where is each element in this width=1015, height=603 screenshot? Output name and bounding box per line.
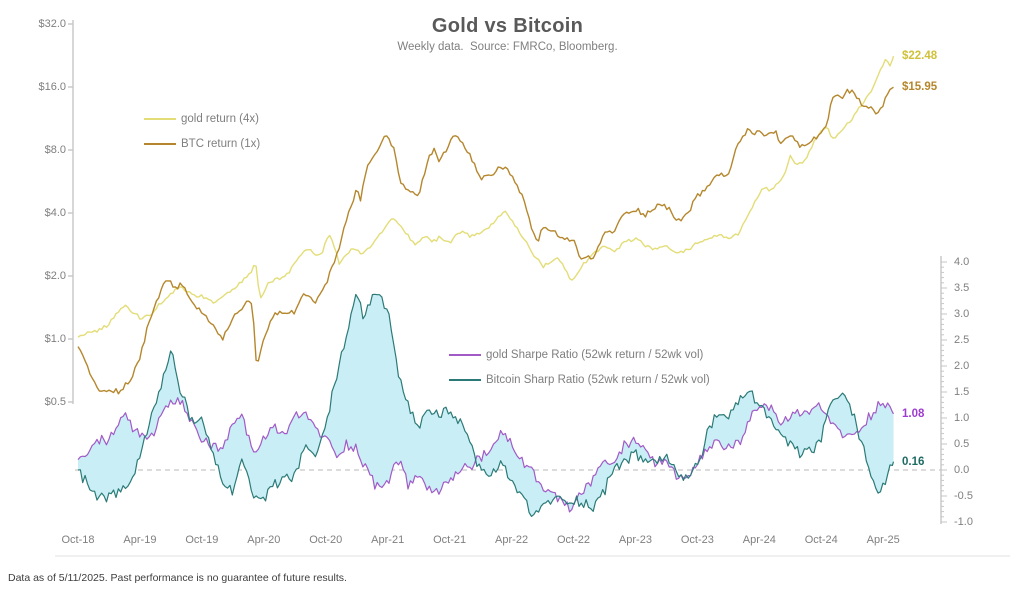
btc-return-end-value-label: $15.95 <box>902 81 938 94</box>
legend-label: BTC return (1x) <box>181 137 261 150</box>
legend-label: gold return (4x) <box>181 112 259 125</box>
y-axis-left-tick: $2.0 <box>44 270 66 282</box>
legend-item-btc-return: BTC return (1x) <box>144 131 260 156</box>
chart-subtitle: Weekly data. Source: FMRCo, Bloomberg. <box>397 41 618 53</box>
chart-title: Gold vs Bitcoin <box>431 15 584 37</box>
x-axis-tick: Apr-19 <box>123 534 157 546</box>
y-axis-left-tick: $0.5 <box>44 396 66 408</box>
y-axis-right-tick: 1.0 <box>954 412 970 424</box>
y-axis-left-tick: $16.0 <box>38 81 66 93</box>
x-axis-tick: Apr-20 <box>247 534 281 546</box>
legend-label: gold Sharpe Ratio (52wk return / 52wk vo… <box>486 348 704 361</box>
gold-return-end-value-label: $22.48 <box>902 50 938 63</box>
x-axis-tick: Apr-23 <box>618 534 652 546</box>
y-axis-right-tick: 0.5 <box>954 438 970 450</box>
legend-item-bitcoin-sharpe: Bitcoin Sharp Ratio (52wk return / 52wk … <box>449 367 710 392</box>
btc-return-line-swatch <box>144 142 176 145</box>
y-axis-right-tick: -0.5 <box>954 490 973 502</box>
y-axis-right-tick: -1.0 <box>954 516 973 528</box>
x-axis-tick: Oct-18 <box>61 534 95 546</box>
x-axis-tick: Apr-22 <box>495 534 529 546</box>
y-axis-left-tick: $8.0 <box>44 144 66 156</box>
gold-sharpe-end-value-label: 1.08 <box>902 407 925 420</box>
y-axis-left-tick: $4.0 <box>44 207 66 219</box>
legend-item-gold-return: gold return (4x) <box>144 106 260 131</box>
x-axis-tick: Oct-24 <box>804 534 838 546</box>
y-axis-right-tick: 2.5 <box>954 334 970 346</box>
x-axis-tick: Oct-19 <box>185 534 219 546</box>
x-axis-tick: Apr-21 <box>371 534 405 546</box>
gold-return-line-swatch <box>144 117 176 120</box>
x-axis-tick: Apr-25 <box>866 534 900 546</box>
x-axis-tick: Oct-22 <box>556 534 590 546</box>
disclaimer-text: Data as of 5/11/2025. Past performance i… <box>8 572 347 584</box>
gold-sharpe-line-swatch <box>449 353 481 356</box>
legend-item-gold-sharpe: gold Sharpe Ratio (52wk return / 52wk vo… <box>449 342 710 367</box>
legend-sharpe: gold Sharpe Ratio (52wk return / 52wk vo… <box>449 342 710 392</box>
y-axis-right-tick: 1.5 <box>954 386 970 398</box>
x-axis-tick: Apr-24 <box>742 534 776 546</box>
y-axis-right-tick: 4.0 <box>954 256 970 268</box>
x-axis-tick: Oct-21 <box>433 534 467 546</box>
x-axis-tick: Oct-23 <box>680 534 714 546</box>
y-axis-left-tick: $1.0 <box>44 333 66 345</box>
bitcoin-sharpe-line-swatch <box>449 378 481 381</box>
legend-main: gold return (4x) BTC return (1x) <box>144 106 260 156</box>
y-axis-right-tick: 2.0 <box>954 360 970 372</box>
y-axis-right-tick: 0.0 <box>954 464 970 476</box>
y-axis-right-tick: 3.0 <box>954 308 970 320</box>
bitcoin-sharpe-end-value-label: 0.16 <box>902 455 925 468</box>
y-axis-left-tick: $32.0 <box>38 18 66 30</box>
y-axis-right-tick: 3.5 <box>954 282 970 294</box>
legend-label: Bitcoin Sharp Ratio (52wk return / 52wk … <box>486 373 710 386</box>
x-axis-tick: Oct-20 <box>309 534 343 546</box>
